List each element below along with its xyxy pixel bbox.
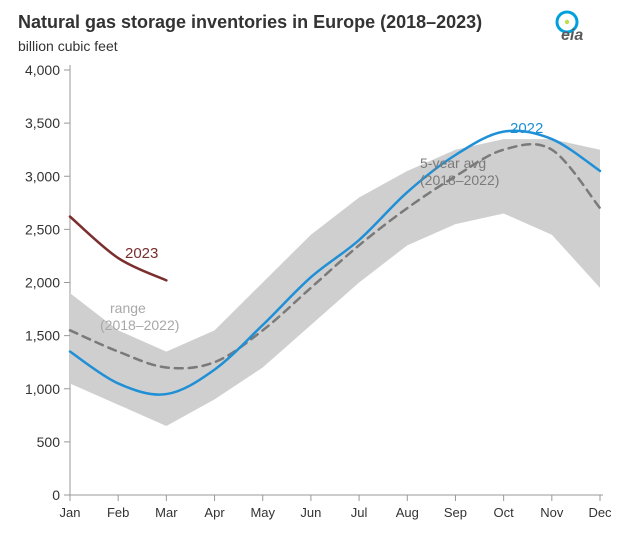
x-tick-label: Feb: [107, 505, 129, 520]
x-tick-label: Jun: [300, 505, 321, 520]
x-tick-label: Nov: [540, 505, 564, 520]
x-tick-label: Aug: [396, 505, 419, 520]
x-tick-label: Oct: [494, 505, 515, 520]
y-tick-label: 2,500: [25, 221, 60, 237]
series-line: [70, 217, 166, 281]
y-tick-label: 3,500: [25, 115, 60, 131]
x-tick-label: Mar: [155, 505, 178, 520]
x-tick-label: Jan: [60, 505, 81, 520]
x-tick-label: Sep: [444, 505, 467, 520]
y-tick-label: 1,000: [25, 381, 60, 397]
storage-chart: 0 500 1,000 1,500 2,000 2,500 3,000 3,500 4,000 J…: [0, 0, 621, 550]
y-tick-label: 3,000: [25, 168, 60, 184]
y-tick-label: 500: [37, 434, 61, 450]
x-tick-label: May: [250, 505, 275, 520]
x-tick-label: Apr: [204, 505, 225, 520]
y-tick-label: 2,000: [25, 275, 60, 291]
y-tick-label: 0: [52, 487, 60, 503]
range-band: [70, 139, 600, 426]
x-tick-label: Dec: [588, 505, 612, 520]
y-tick-label: 1,500: [25, 328, 60, 344]
y-tick-label: 4,000: [25, 62, 60, 78]
chart-container: Natural gas storage inventories in Europ…: [0, 0, 621, 550]
x-tick-label: Jul: [351, 505, 368, 520]
